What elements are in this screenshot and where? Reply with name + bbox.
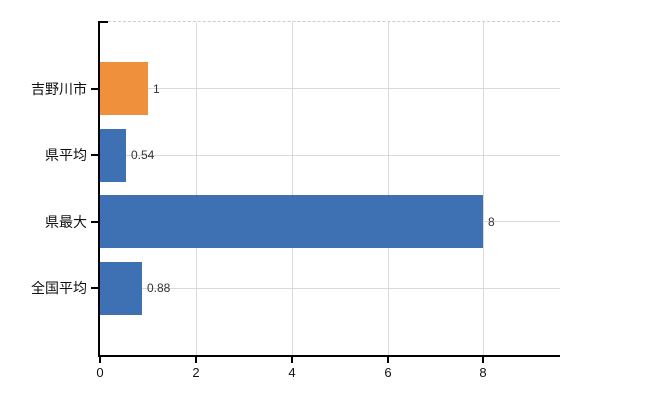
category-tick	[91, 154, 98, 156]
x-axis-tick	[195, 357, 197, 363]
y-axis-top-cap	[98, 21, 108, 23]
h-gridline	[100, 287, 560, 289]
v-gridline	[196, 22, 197, 355]
bar-value-label: 1	[153, 82, 160, 96]
category-label: 吉野川市	[31, 81, 87, 97]
category-label: 全国平均	[31, 280, 87, 296]
category-label: 県平均	[45, 147, 87, 163]
bar	[100, 129, 126, 182]
x-axis-tick-label: 2	[192, 365, 200, 380]
bar	[100, 262, 142, 315]
x-axis-tick	[99, 357, 101, 363]
bar-value-label: 0.88	[147, 281, 171, 295]
bar	[100, 62, 148, 115]
x-axis-tick	[291, 357, 293, 363]
category-tick	[91, 221, 98, 223]
v-gridline	[292, 22, 293, 355]
category-tick	[91, 287, 98, 289]
x-axis-tick-label: 4	[288, 365, 296, 380]
category-tick	[91, 88, 98, 90]
v-gridline	[483, 22, 484, 355]
h-gridline	[100, 88, 560, 90]
h-gridline	[100, 154, 560, 156]
bar-value-label: 0.54	[131, 148, 155, 162]
x-axis-tick-label: 0	[96, 365, 104, 380]
category-label: 県最大	[45, 214, 87, 230]
bar	[100, 195, 483, 248]
x-axis-tick-label: 6	[384, 365, 392, 380]
x-axis-tick	[387, 357, 389, 363]
v-gridline	[388, 22, 389, 355]
x-axis-tick-label: 8	[479, 365, 487, 380]
plot-area: 1 0.54 8 0.88	[98, 21, 560, 357]
x-axis-tick	[482, 357, 484, 363]
bar-value-label: 8	[488, 215, 495, 229]
